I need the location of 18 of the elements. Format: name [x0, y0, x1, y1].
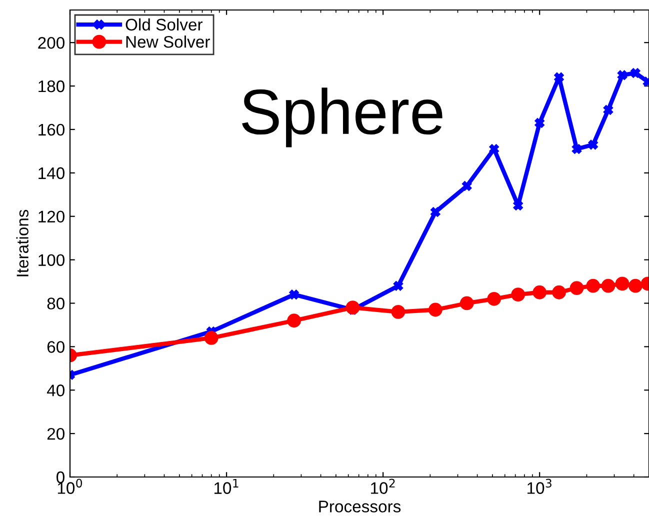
y-tick-label: 140	[38, 167, 64, 180]
y-tick-label: 180	[38, 80, 64, 92]
y-axis-title: Iterations	[16, 210, 28, 276]
annotation: Sphere	[242, 88, 442, 148]
legend-label: New Solver	[126, 36, 210, 48]
y-tick-label: 200	[38, 36, 64, 49]
y-tick-label: 100	[38, 254, 64, 266]
y-tick-label: 160	[38, 124, 64, 136]
x-axis-title: Processors	[319, 500, 401, 512]
x-tick-label: 10$^{3}$	[528, 478, 552, 494]
y-tick-label: 60	[47, 341, 64, 353]
y-tick-label: 40	[46, 384, 64, 396]
y-tick-label: 20	[47, 428, 64, 440]
y-tick-label: 80	[47, 298, 64, 310]
x-tick-label: 10$^{1}$	[214, 478, 238, 494]
legend-label: Old Solver	[126, 18, 203, 31]
y-tick-label: 120	[38, 210, 64, 223]
x-tick-label: 10$^{2}$	[371, 478, 395, 494]
